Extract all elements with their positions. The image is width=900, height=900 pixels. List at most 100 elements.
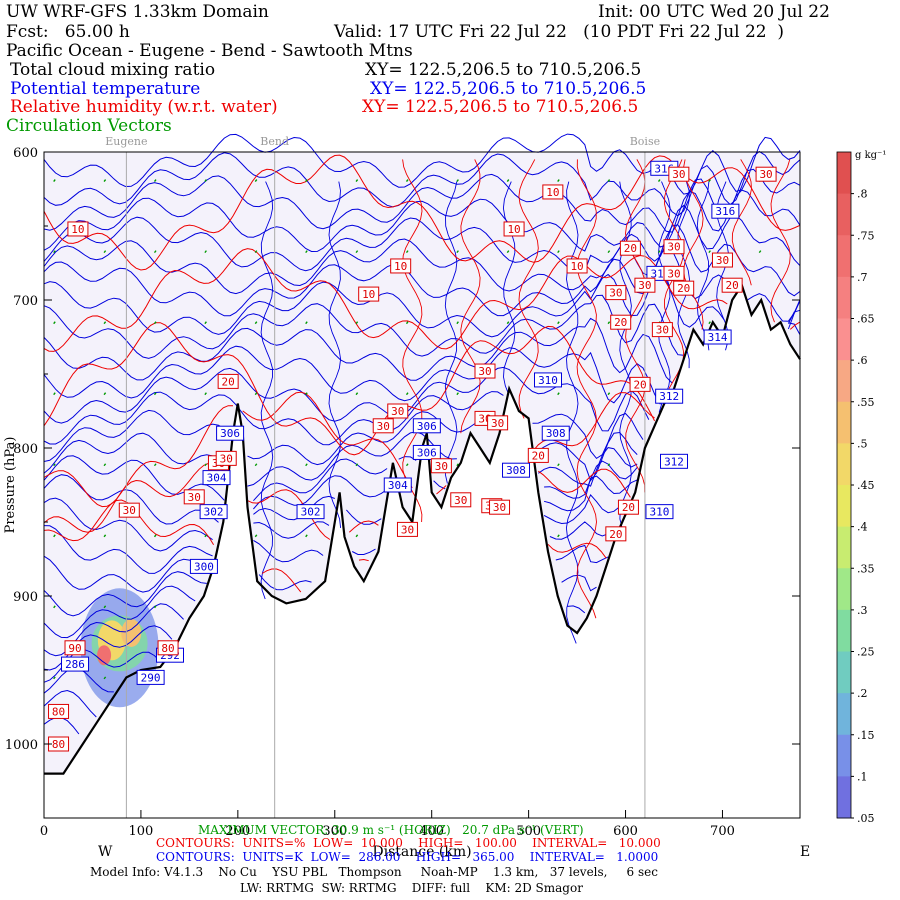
- vector-arrow: [405, 463, 409, 467]
- vector-arrow: [153, 179, 157, 183]
- theta-label-box: [189, 558, 218, 574]
- vector-arrow: [53, 250, 56, 254]
- rh-label: 80: [161, 642, 174, 655]
- vector-arrow: [305, 392, 308, 396]
- theta-contour: [43, 474, 638, 525]
- location-label: Bend: [260, 135, 289, 148]
- field-theta-xy: XY= 122.5,206.5 to 710.5,206.5: [370, 79, 647, 99]
- vector-arrow: [657, 250, 661, 254]
- model-title: UW WRF-GFS 1.33km Domain: [6, 2, 269, 22]
- x-tick-label: 0: [40, 824, 48, 839]
- colorbar-tick-label: .5: [857, 437, 868, 450]
- rh-label: 10: [507, 223, 520, 236]
- rh-label-box: [566, 258, 588, 274]
- vector-arrow: [204, 321, 207, 325]
- theta-label-box: [412, 418, 441, 434]
- colorbar-swatch: [837, 526, 851, 569]
- y-tick-label: 600: [13, 146, 38, 161]
- region-title: Pacific Ocean - Eugene - Bend - Sawtooth…: [6, 41, 413, 61]
- y-tick-label: 1000: [5, 738, 38, 753]
- theta-contour: [43, 455, 638, 502]
- forecast-hour: Fcst: 65.00 h: [6, 22, 130, 42]
- theta-contour: [43, 345, 661, 405]
- rh-label-box: [450, 492, 472, 508]
- colorbar-tick-label: .15: [857, 729, 875, 742]
- vector-arrow: [355, 250, 359, 254]
- theta-contour: [43, 571, 597, 617]
- vector-arrow: [405, 250, 409, 254]
- location-markers: Eugene Bend Boise: [105, 135, 660, 818]
- rh-label-box: [183, 489, 205, 505]
- vector-arrow: [204, 392, 207, 396]
- rh-contour-info: CONTOURS: UNITS=% LOW= 10.000 HIGH= 100.…: [156, 836, 661, 850]
- vector-arrow: [153, 392, 157, 396]
- theta-contour-info: CONTOURS: UNITS=K LOW= 286.00 HIGH= 365.…: [156, 850, 659, 864]
- theta-contour-vertical: [328, 181, 342, 528]
- vector-arrow: [254, 392, 258, 396]
- theta-label-box: [136, 669, 165, 685]
- rh-label-box: [358, 286, 380, 302]
- colorbar-tick-label: .55: [857, 396, 875, 409]
- rh-label-box: [372, 418, 394, 434]
- theta-label: 310: [650, 506, 670, 519]
- vector-arrow: [708, 250, 711, 254]
- physics-info: LW: RRTMG SW: RRTMG DIFF: full KM: 2D Sm…: [240, 881, 583, 895]
- rh-contour: [43, 391, 655, 508]
- vector-arrow: [204, 179, 207, 183]
- vector-arrow: [305, 321, 308, 325]
- rh-label-box: [118, 502, 140, 518]
- rh-labels: 1010101010102020202020202020203030303030…: [48, 166, 777, 752]
- rh-label-box: [217, 373, 239, 389]
- colorbar-tick-label: .45: [857, 479, 875, 492]
- theta-label: 290: [141, 671, 161, 684]
- rh-label: 30: [220, 452, 233, 465]
- vector-arrow: [355, 463, 359, 467]
- vector-arrow: [456, 250, 459, 254]
- vector-arrow: [53, 179, 56, 183]
- valid-time: Valid: 17 UTC Fri 22 Jul 22 (10 PDT Fri …: [334, 22, 785, 42]
- y-tick-label: 800: [13, 442, 38, 457]
- colorbar-swatch: [837, 734, 851, 777]
- theta-label-box: [216, 425, 245, 441]
- theta-contour-vertical: [658, 181, 671, 413]
- vector-arrow: [456, 392, 459, 396]
- rh-contour-vertical: [683, 159, 704, 330]
- theta-label: 306: [220, 427, 240, 440]
- rh-contour-vertical: [460, 159, 481, 434]
- theta-contour: [43, 431, 638, 487]
- rh-contour-vertical: [576, 159, 597, 619]
- rh-label: 20: [614, 316, 627, 329]
- theta-label-box: [645, 504, 674, 520]
- colorbar-swatch: [837, 776, 851, 819]
- theta-label: 302: [301, 506, 321, 519]
- theta-contour: [43, 168, 801, 233]
- x-tick-label: 600: [613, 824, 638, 839]
- y-tick-label: 700: [13, 294, 38, 309]
- direction-west: W: [98, 844, 113, 860]
- theta-label: 312: [664, 455, 684, 468]
- rh-contour-vertical: [770, 159, 791, 323]
- vector-arrow: [557, 250, 560, 254]
- rh-label: 30: [672, 168, 685, 181]
- theta-label: 306: [417, 420, 437, 433]
- vector-arrow: [153, 250, 157, 254]
- rh-label: 20: [633, 378, 646, 391]
- rh-label-box: [617, 499, 639, 515]
- rh-label: 20: [609, 528, 622, 541]
- theta-contour: [43, 204, 801, 274]
- vector-arrow: [103, 321, 107, 325]
- rh-label: 30: [493, 501, 506, 514]
- rh-label-box: [605, 285, 627, 301]
- theta-label: 304: [388, 479, 408, 492]
- vector-arrow: [456, 463, 459, 467]
- plot-frame: [43, 151, 801, 819]
- maximum-vector: MAXIMUM VECTOR: 30.9 m s⁻¹ (HORIZ) 20.7 …: [198, 823, 584, 837]
- colorbar-tick-label: .8: [857, 188, 868, 201]
- theta-label-box: [534, 372, 562, 388]
- cloud-colorbar: .8 .75 .7 .65 .6 .55 .5 .45 .4 .35 .3 .25 .2 .15 .1 .05…: [836, 150, 886, 825]
- colorbar-swatch: [837, 318, 851, 361]
- vector-arrow: [254, 321, 258, 325]
- vector-arrow: [53, 463, 56, 467]
- vector-arrow: [607, 392, 611, 396]
- vector-arrow: [355, 321, 359, 325]
